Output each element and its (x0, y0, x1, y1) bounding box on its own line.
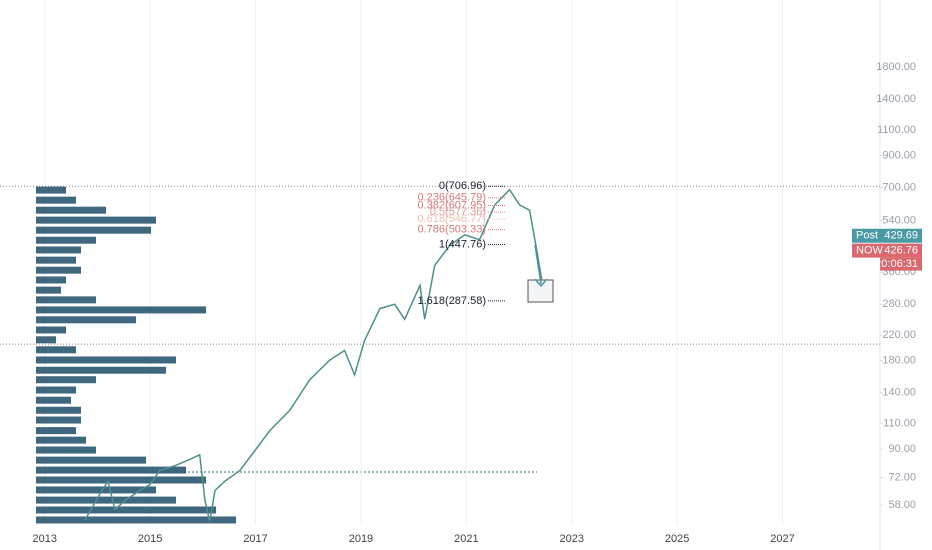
y-tick-label: 72.00 (888, 471, 916, 483)
x-tick-label: 2021 (454, 533, 478, 545)
y-tick-label: 90.00 (888, 443, 916, 455)
volume-profile-bar (36, 226, 151, 234)
fib-label: 0.382(607.95) (418, 199, 487, 211)
price-tag-value: 426.76 (884, 245, 918, 257)
volume-profile-bar (36, 386, 76, 394)
volume-profile-bar (36, 456, 146, 464)
volume-profile-bar (36, 216, 156, 224)
volume-profile-bar (36, 316, 136, 324)
price-tag-name: Post (856, 230, 878, 242)
fib-label: 0.618(546.77) (418, 213, 487, 225)
volume-profile-bar (36, 286, 61, 294)
volume-profile-bar (36, 266, 81, 274)
y-tick-label: 58.00 (888, 499, 916, 511)
volume-profile-bar (36, 406, 81, 414)
x-tick-label: 2015 (138, 533, 162, 545)
fib-label: 0(706.96) (439, 180, 486, 192)
volume-profile-bar (36, 446, 96, 454)
volume-profile-bar (36, 356, 176, 364)
y-tick-label: 180.00 (882, 355, 916, 367)
volume-profile-bar (36, 436, 86, 444)
volume-profile-bar (36, 496, 176, 504)
y-tick-label: 110.00 (883, 417, 916, 429)
price-tag-value: 429.69 (884, 230, 918, 242)
x-tick-label: 2013 (33, 533, 57, 545)
arrow (534, 244, 542, 285)
y-tick-label: 1800.00 (876, 61, 916, 73)
volume-profile-bar (36, 476, 206, 484)
price-tag-time-bg (880, 257, 922, 271)
volume-profile-bar (36, 506, 216, 514)
y-tick-label: 220.00 (882, 329, 916, 341)
volume-profile-bar (36, 256, 76, 264)
x-tick-label: 2023 (559, 533, 583, 545)
volume-profile-bar (36, 366, 166, 374)
volume-profile-bar (36, 466, 186, 474)
price-tag (852, 243, 922, 258)
volume-profile-bar (36, 416, 81, 424)
y-tick-label: 1100.00 (877, 124, 916, 136)
fib-label: 1.618(287.58) (418, 295, 487, 307)
price-tag-name: NOW (856, 245, 884, 257)
fib-label: 1(447.76) (439, 238, 486, 250)
fib-label: 0.236(645.79) (418, 192, 487, 204)
x-tick-label: 2017 (243, 533, 267, 545)
y-tick-label: 700.00 (882, 181, 916, 193)
volume-profile-bar (36, 376, 96, 384)
price-tag-time: 20:06:31 (875, 258, 918, 270)
y-tick-label: 540.00 (882, 215, 916, 227)
price-line (84, 188, 543, 522)
y-tick-label: 1400.00 (876, 93, 916, 105)
arrow-head (534, 278, 548, 288)
price-tag (852, 228, 922, 243)
volume-profile-bar (36, 326, 66, 334)
y-tick-label: 140.00 (882, 387, 916, 399)
volume-profile-bar (36, 186, 66, 194)
volume-profile-bar (36, 246, 81, 254)
volume-profile-bar (36, 516, 236, 524)
fib-label: 0.5(577.36) (430, 206, 486, 218)
volume-profile-bar (36, 276, 66, 284)
y-tick-label: 280.00 (882, 298, 916, 310)
volume-profile-bar (36, 196, 76, 204)
volume-profile-bar (36, 346, 76, 354)
x-tick-label: 2019 (349, 533, 373, 545)
volume-profile-bar (36, 236, 96, 244)
volume-profile-bar (36, 206, 106, 214)
volume-profile-bar (36, 486, 156, 494)
x-tick-label: 2027 (770, 533, 794, 545)
x-tick-label: 2025 (665, 533, 689, 545)
fib-label: 0.786(503.33) (418, 223, 487, 235)
volume-profile-bar (36, 396, 71, 404)
y-tick-label: 900.00 (882, 149, 916, 161)
volume-profile-bar (36, 306, 206, 314)
volume-profile-bar (36, 336, 56, 344)
volume-profile-bar (36, 427, 76, 435)
volume-profile-bar (36, 296, 96, 304)
